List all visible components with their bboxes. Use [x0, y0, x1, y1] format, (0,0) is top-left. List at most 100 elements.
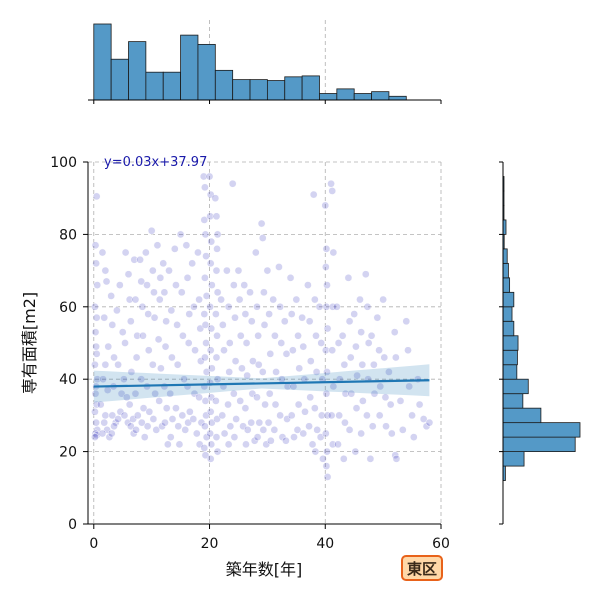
scatter-point [328, 440, 337, 449]
scatter-point [196, 324, 205, 333]
scatter-point [120, 375, 128, 384]
scatter-point [415, 400, 424, 409]
scatter-point [147, 226, 156, 235]
x-hist-bar [371, 91, 390, 101]
x-axis-label: 築年数[年] [226, 560, 303, 579]
scatter-point [195, 295, 203, 304]
scatter-point [150, 288, 158, 297]
scatter-point [121, 339, 129, 347]
scatter-point [382, 422, 390, 431]
regression-equation-label: y=0.03x+37.97 [104, 155, 207, 170]
scatter-point [295, 364, 304, 373]
scatter-point [190, 302, 198, 311]
scatter-point [143, 281, 151, 289]
x-hist-bar [232, 79, 251, 101]
scatter-point [137, 277, 146, 286]
scatter-point [357, 328, 365, 336]
scatter-point [292, 295, 301, 304]
scatter-point [321, 429, 330, 438]
scatter-point [136, 255, 144, 264]
scatter-point [270, 426, 279, 434]
scatter-point [386, 400, 395, 409]
x-hist-bar [110, 58, 129, 101]
scatter-point [211, 194, 220, 203]
scatter-point [108, 321, 117, 329]
x-tick-label: 20 [201, 536, 219, 552]
scatter-point [201, 183, 209, 192]
scatter-point [242, 339, 251, 347]
scatter-point [294, 400, 303, 409]
scatter-point [110, 353, 118, 362]
scatter-point [254, 360, 263, 369]
scatter-point [117, 389, 126, 398]
y-axis-label: 専有面積[m2] [20, 292, 39, 394]
scatter-point [201, 397, 210, 405]
scatter-point [175, 440, 184, 449]
scatter-point [381, 393, 390, 402]
scatter-point [229, 389, 238, 398]
scatter-point [172, 404, 180, 413]
scatter-point [350, 310, 359, 318]
scatter-point [299, 342, 308, 351]
scatter-point [107, 292, 115, 300]
scatter-point [352, 404, 361, 413]
scatter-point [218, 321, 227, 329]
scatter-point [139, 331, 147, 340]
scatter-point [207, 440, 216, 449]
scatter-point [180, 375, 188, 384]
scatter-point [148, 360, 157, 369]
scatter-point [280, 317, 289, 326]
scatter-point [323, 447, 331, 456]
scatter-point [345, 317, 354, 326]
scatter-point [206, 212, 214, 221]
scatter-point [92, 350, 101, 358]
scatter-point [160, 288, 169, 297]
main-axes: 0 20 40 60 0 20 40 60 80 100 [50, 155, 450, 552]
regression-line-path [93, 379, 430, 388]
scatter-point [226, 422, 235, 431]
y-tick-label: 40 [59, 372, 77, 388]
regression-line [93, 379, 430, 388]
scatter-point [328, 346, 337, 355]
scatter-point [212, 266, 221, 275]
scatter-point [241, 310, 250, 318]
scatter-point [236, 397, 245, 405]
scatter-point [200, 310, 209, 318]
scatter-point [298, 313, 306, 322]
scatter-point [299, 429, 308, 438]
scatter-point [231, 313, 239, 322]
scatter-point [101, 266, 110, 275]
scatter-point [207, 237, 216, 246]
x-hist-bar [197, 43, 216, 101]
scatter-point [118, 328, 127, 336]
scatter-point [304, 281, 312, 289]
scatter-point [201, 353, 209, 362]
scatter-point [115, 281, 124, 289]
x-hist-bar [388, 95, 407, 101]
scatter-point [140, 433, 149, 441]
scatter-point [306, 393, 315, 402]
scatter-point [265, 310, 273, 318]
top-histogram [88, 20, 442, 104]
scatter-point [287, 310, 296, 318]
scatter-point [358, 360, 367, 369]
scatter-point [271, 400, 280, 409]
scatter-point [201, 451, 210, 460]
scatter-point [323, 324, 332, 333]
scatter-point [132, 353, 141, 362]
scatter-point [344, 273, 353, 282]
scatter-point [363, 302, 372, 311]
scatter-point [311, 447, 320, 456]
scatter-point [207, 324, 216, 333]
scatter-point [92, 192, 101, 201]
scatter-point [91, 433, 99, 441]
scatter-point [290, 433, 298, 441]
scatter-point [235, 295, 244, 304]
scatter-point [126, 317, 135, 326]
scatter-point [153, 241, 162, 250]
scatter-point [353, 371, 361, 380]
scatter-point [167, 306, 176, 315]
scatter-point [154, 335, 163, 344]
scatter-point [201, 230, 210, 239]
